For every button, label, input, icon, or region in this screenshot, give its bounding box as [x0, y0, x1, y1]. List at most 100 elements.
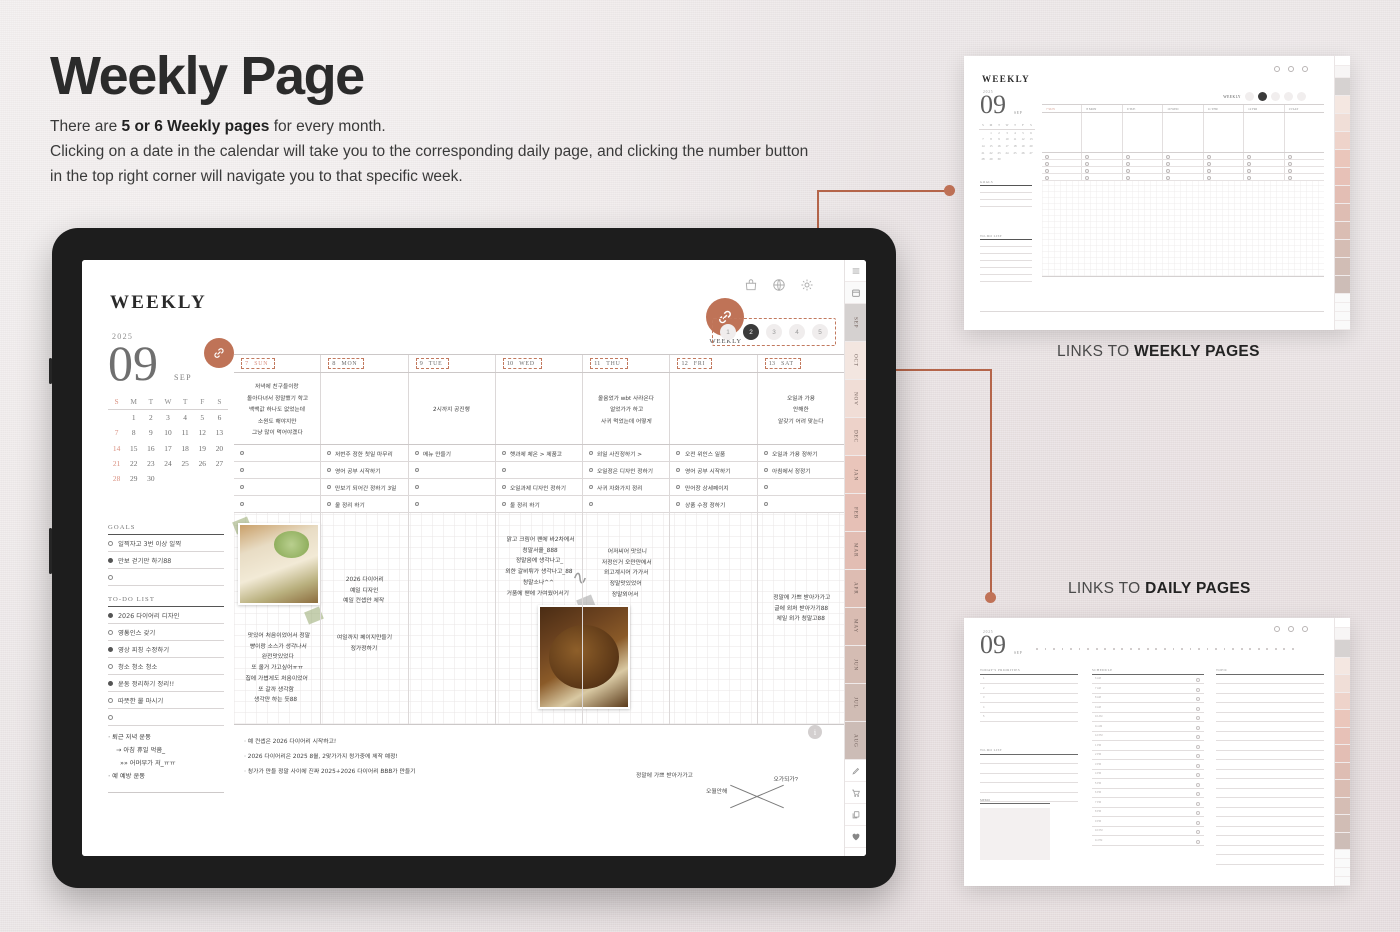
- task-bullet[interactable]: [589, 450, 594, 456]
- sidebar-month-feb[interactable]: FEB: [845, 494, 866, 532]
- cal-day[interactable]: 29: [130, 474, 138, 484]
- task-cell[interactable]: 외일 사진정하기 >: [582, 445, 669, 461]
- task-bullet[interactable]: [501, 484, 507, 490]
- task-bullet[interactable]: [501, 450, 507, 456]
- task-cell[interactable]: 오일과제 디자인 정하기: [494, 479, 582, 495]
- cal-day[interactable]: 13: [215, 428, 224, 438]
- globe-icon[interactable]: [1288, 626, 1294, 632]
- goal-bullet[interactable]: [108, 574, 113, 580]
- day-memo-cell[interactable]: [494, 373, 582, 444]
- todo-bullet[interactable]: [108, 697, 113, 703]
- task-cell[interactable]: [234, 462, 320, 478]
- task-cell[interactable]: [234, 479, 320, 495]
- task-bullet[interactable]: [676, 501, 681, 507]
- task-bullet[interactable]: [589, 467, 594, 473]
- bag-icon[interactable]: [744, 278, 758, 292]
- task-bullet[interactable]: [327, 467, 332, 473]
- sidebar-month-jul[interactable]: JUL: [845, 684, 866, 722]
- daily-page-thumbnail[interactable]: 2025 09 SEP TODAY'S PRIORITIES 1 2 3 4 5…: [964, 618, 1350, 886]
- day-memo-cell[interactable]: 저녁에 친구들이랑 돌아다녀서 정말했기 학고 백백값 하나도 없었는데 소원도…: [234, 373, 320, 444]
- task-bullet[interactable]: [327, 484, 332, 490]
- day-memo-cell[interactable]: 오일과 가용 안해한 알갖기 어려 맞는다: [756, 373, 844, 444]
- sidebar-calendar-button[interactable]: [845, 282, 866, 304]
- cal-day[interactable]: 26: [198, 458, 206, 468]
- cal-day[interactable]: 14: [112, 443, 121, 453]
- cal-day[interactable]: 30: [147, 474, 155, 484]
- task-bullet[interactable]: [239, 484, 245, 490]
- globe-icon[interactable]: [772, 278, 786, 292]
- sidebar-cart-button[interactable]: [845, 782, 866, 804]
- day-link-2[interactable]: 9 TUE: [415, 358, 450, 369]
- bottom-notes[interactable]: 예 컨셉은 2026 다이어리 시작하고! 2026 다이어리은 2025 8월…: [234, 725, 844, 780]
- cal-day[interactable]: 23: [147, 458, 155, 468]
- sidebar-month-may[interactable]: MAY: [845, 608, 866, 646]
- task-bullet[interactable]: [676, 450, 681, 456]
- sidebar-favorite-button[interactable]: [845, 826, 866, 848]
- day-memo-cell[interactable]: 올음었가 wbt 사라온다 얼었가가 하고 사귀 먹었는데 어떻게: [582, 373, 669, 444]
- planner-sidebar[interactable]: SEP OCT NOV DEC JAN FEB MAR APR MAY JUN …: [844, 260, 866, 856]
- thumb-week-button-5[interactable]: [1297, 92, 1306, 101]
- day-link-6[interactable]: 13 SAT: [764, 358, 801, 369]
- task-bullet[interactable]: [327, 501, 332, 507]
- task-cell[interactable]: 저번주 정한 첫일 마무리: [320, 445, 407, 461]
- cal-day[interactable]: 15: [130, 443, 138, 453]
- week-button-3[interactable]: 3: [766, 324, 782, 340]
- task-cell[interactable]: [407, 462, 495, 478]
- food-photo-noodle[interactable]: [538, 605, 631, 709]
- task-bullet[interactable]: [589, 484, 594, 490]
- week-button-4[interactable]: 4: [789, 324, 805, 340]
- free-col-6[interactable]: 정말에 가쁘 받아가가고 글에 외처 받아가기88 제일 외가 청말고88: [756, 513, 844, 724]
- day-link-0[interactable]: 7 SUN: [241, 358, 276, 369]
- task-bullet[interactable]: [239, 501, 245, 507]
- cal-day[interactable]: 6: [217, 413, 222, 423]
- task-cell[interactable]: 둘 정리 하기: [494, 496, 582, 512]
- sidebar-month-jan[interactable]: JAN: [845, 456, 866, 494]
- day-memo-cell[interactable]: [320, 373, 407, 444]
- cal-day[interactable]: 2: [149, 413, 153, 423]
- cal-day[interactable]: [108, 410, 125, 426]
- day-memo-cell[interactable]: [669, 373, 756, 444]
- free-col-4[interactable]: 어저씨어 맛있니 저정인거 오만만에서 외고계시어 가가서 정말맛있었어 정말외…: [582, 513, 669, 724]
- thumb-week-button-2[interactable]: [1258, 92, 1267, 101]
- cal-day[interactable]: 19: [198, 443, 206, 453]
- sidebar-month-apr[interactable]: APR: [845, 570, 866, 608]
- cal-day[interactable]: 8: [131, 428, 136, 438]
- task-cell[interactable]: [756, 496, 844, 512]
- todo-bullet[interactable]: [108, 714, 113, 720]
- sidebar-copy-button[interactable]: [845, 804, 866, 826]
- task-cell[interactable]: 오일정은 디자인 정하기: [582, 462, 669, 478]
- sidebar-month-sep[interactable]: SEP: [845, 304, 866, 342]
- todo-bullet[interactable]: [108, 612, 113, 618]
- cal-day[interactable]: 28: [112, 474, 121, 484]
- task-bullet[interactable]: [414, 484, 419, 490]
- task-cell[interactable]: [494, 462, 582, 478]
- task-cell[interactable]: 메뉴 만들기: [407, 445, 495, 461]
- sidebar-month-dec[interactable]: DEC: [845, 418, 866, 456]
- week-button-5[interactable]: 5: [812, 324, 828, 340]
- cal-day[interactable]: 9: [149, 428, 153, 438]
- task-cell[interactable]: 오전 위인스 일품: [669, 445, 756, 461]
- sidebar-month-jun[interactable]: JUN: [845, 646, 866, 684]
- sidebar-month-nov[interactable]: NOV: [845, 380, 866, 418]
- todo-bullet[interactable]: [108, 680, 113, 686]
- gear-icon[interactable]: [1302, 626, 1308, 632]
- cal-day[interactable]: 10: [164, 428, 172, 438]
- thumb-sidebar[interactable]: [1334, 56, 1350, 330]
- day-link-1[interactable]: 8 MON: [328, 358, 365, 369]
- task-cell[interactable]: [407, 496, 495, 512]
- todo-bullet[interactable]: [108, 663, 113, 669]
- task-bullet[interactable]: [501, 467, 507, 473]
- task-bullet[interactable]: [676, 467, 681, 473]
- task-cell[interactable]: 햇과제 체온 > 제품고: [494, 445, 582, 461]
- daily-thumb-sidebar[interactable]: [1334, 618, 1350, 886]
- cal-day[interactable]: 1: [131, 413, 136, 423]
- free-col-3[interactable]: 맑고 크림어 팬에 바2차에서 청말서울_888 정말음에 생각나고_ 외한 갈…: [494, 513, 631, 724]
- todo-bullet[interactable]: [108, 629, 113, 635]
- food-photo-bread[interactable]: [238, 523, 320, 605]
- cal-day[interactable]: 17: [164, 443, 172, 453]
- goal-bullet[interactable]: [108, 540, 113, 546]
- cal-day[interactable]: 5: [200, 413, 205, 423]
- task-cell[interactable]: 상품 수정 정하기: [669, 496, 756, 512]
